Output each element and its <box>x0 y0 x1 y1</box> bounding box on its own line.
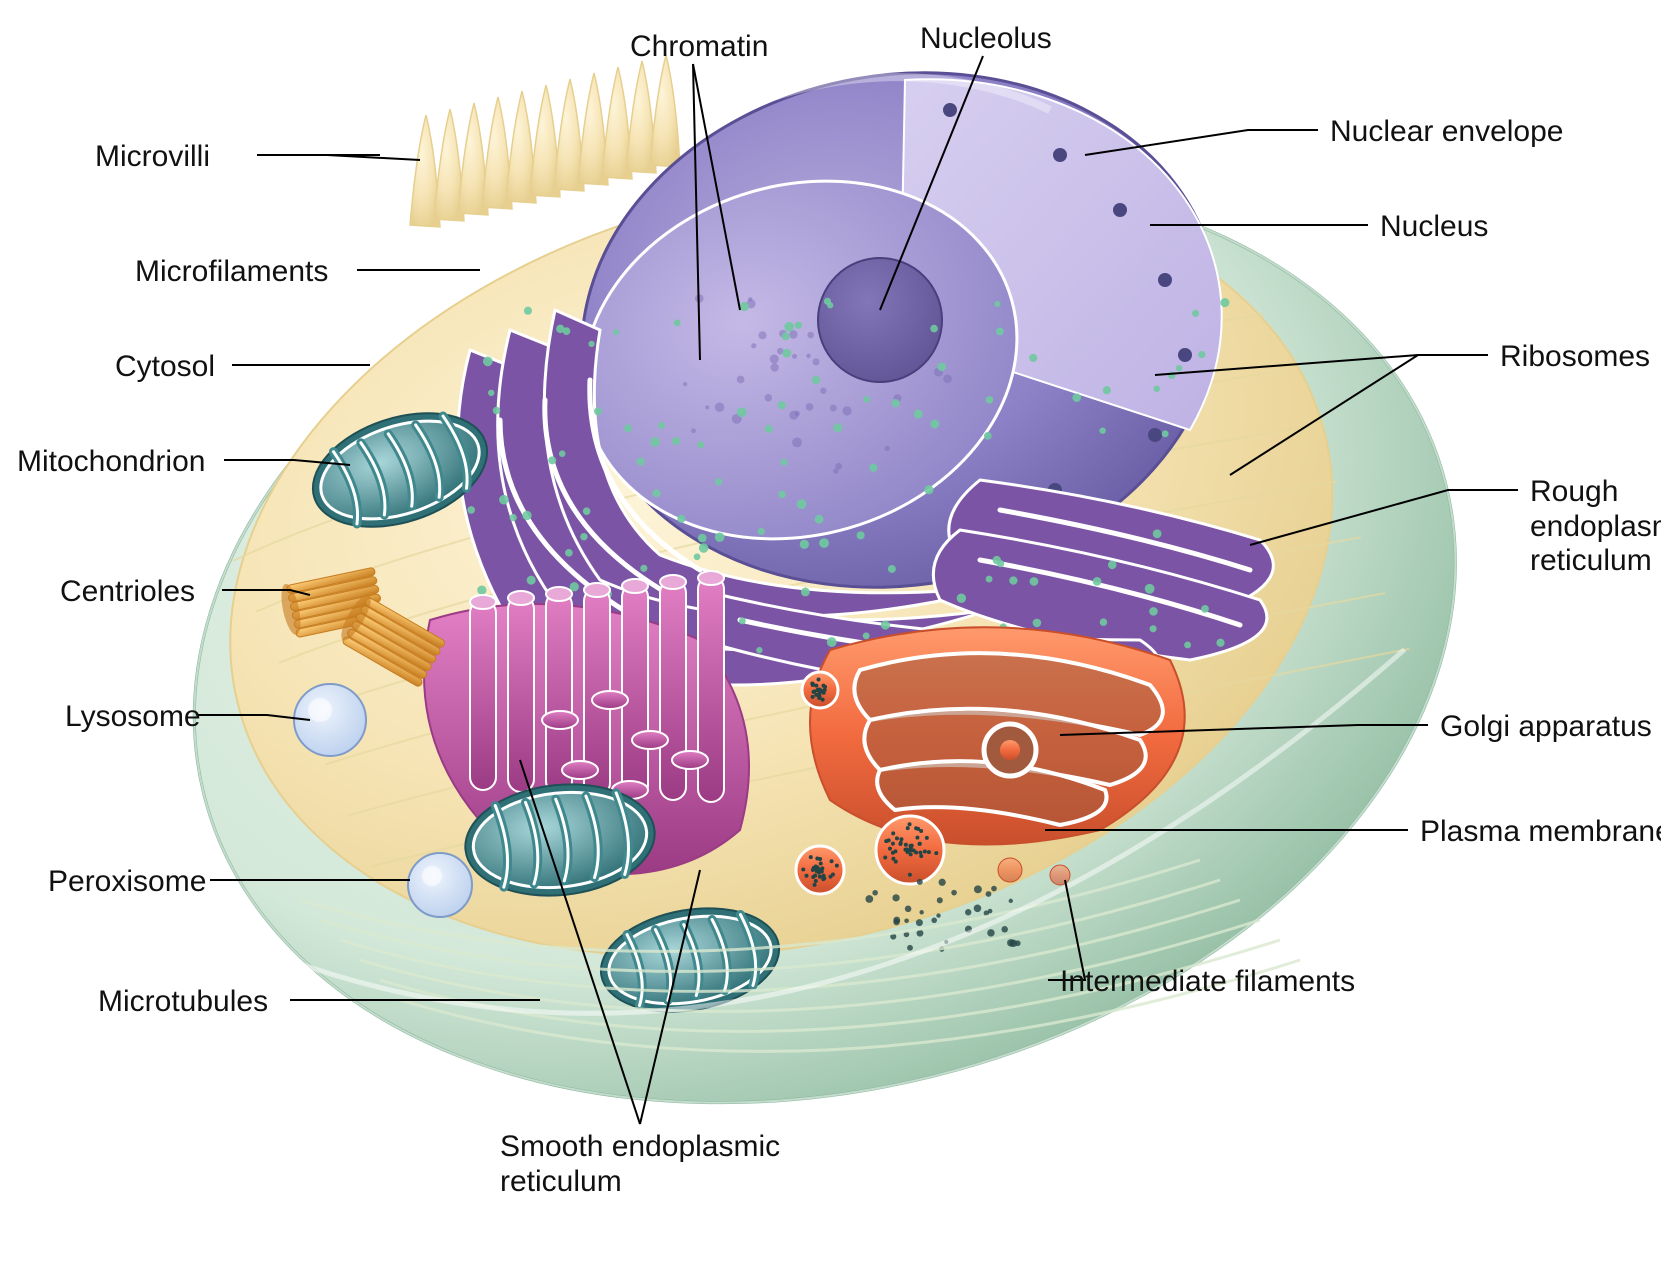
label-chromatin: Chromatin <box>630 30 768 65</box>
leader-ribosomes <box>1230 355 1488 475</box>
leader-ser <box>520 760 640 1124</box>
label-nucleolus: Nucleolus <box>920 22 1052 57</box>
label-ribosomes: Ribosomes <box>1500 340 1650 375</box>
label-centrioles: Centrioles <box>60 575 120 610</box>
leader-chromatin <box>693 64 700 360</box>
leader-mitochondrion <box>224 460 350 465</box>
label-microfilaments: Microfilaments <box>135 255 270 290</box>
label-nuclear_envelope: Nuclear envelope <box>1330 115 1563 150</box>
leader-microvilli <box>257 155 420 160</box>
label-nucleus: Nucleus <box>1380 210 1488 245</box>
leader-ribosomes <box>1155 355 1488 375</box>
label-ser: Smooth endoplasmic reticulum <box>500 1130 780 1199</box>
label-mitochondrion: Mitochondrion <box>17 445 34 480</box>
leader-golgi <box>1060 725 1428 735</box>
leader-nucleolus <box>880 56 983 310</box>
cell-diagram: Microvilli Microfilaments Cytosol Mitochond… <box>0 0 1661 1288</box>
label-rer: Rough endoplasmic reticulum <box>1530 475 1661 579</box>
label-microtubules: Microtubules <box>98 985 196 1020</box>
label-plasma_membrane: Plasma membrane <box>1420 815 1661 850</box>
label-lysosome: Lysosome <box>65 700 130 735</box>
label-microvilli: Microvilli <box>95 140 190 175</box>
leader-lines-svg <box>0 0 1661 1288</box>
label-intermediate: Intermediate filaments <box>1060 965 1355 1000</box>
label-golgi: Golgi apparatus <box>1440 710 1652 745</box>
leader-nuclear_envelope <box>1085 130 1318 155</box>
label-peroxisome: Peroxisome <box>48 865 96 900</box>
label-cytosol: Cytosol <box>115 350 230 385</box>
leader-centrioles <box>222 590 310 595</box>
leader-lysosome <box>197 715 310 720</box>
leader-chromatin <box>693 64 740 310</box>
leader-ser <box>640 870 700 1124</box>
leader-rer <box>1250 490 1518 545</box>
